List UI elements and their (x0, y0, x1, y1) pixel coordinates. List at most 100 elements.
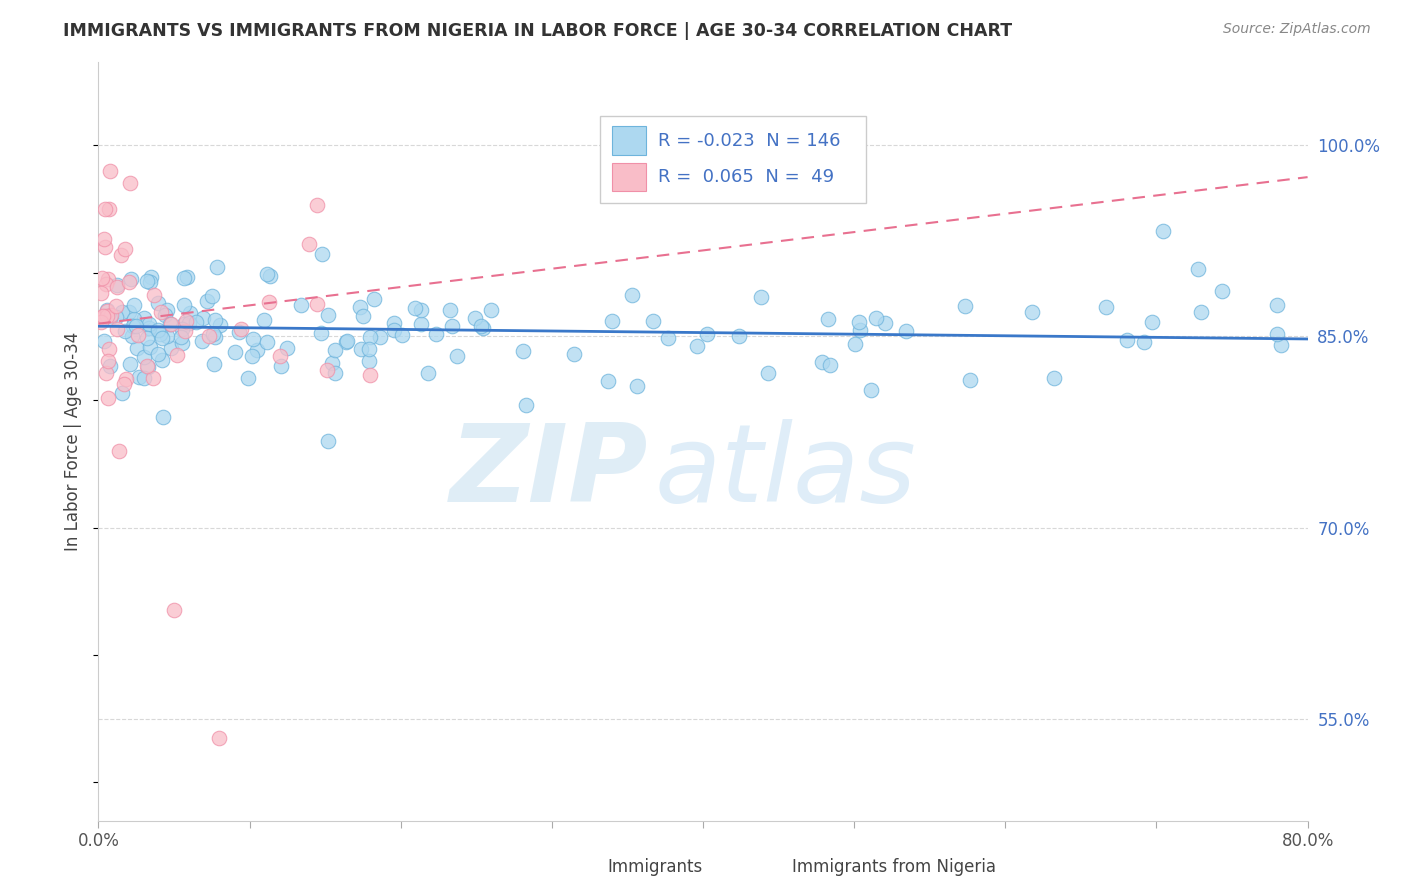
Point (160, 317, 183, 331)
Point (896, 324, 918, 338)
Point (202, 357, 225, 371)
Point (110, 248, 132, 262)
Point (104, 310, 127, 325)
Point (620, 288, 643, 302)
Point (382, 316, 405, 330)
Point (179, 306, 201, 320)
Point (349, 300, 371, 314)
Point (359, 342, 381, 356)
Point (105, 299, 128, 313)
Point (146, 323, 169, 337)
Point (136, 331, 159, 345)
Point (94, 277, 117, 292)
Point (139, 340, 162, 354)
Point (865, 310, 887, 325)
Point (118, 275, 141, 289)
Point (173, 298, 195, 312)
Point (1043, 371, 1066, 385)
Point (953, 300, 976, 314)
Point (873, 317, 896, 331)
Point (224, 345, 246, 359)
Point (134, 350, 156, 364)
Point (118, 304, 141, 318)
Point (240, 349, 263, 363)
Point (959, 373, 981, 387)
Point (382, 323, 405, 337)
Point (112, 377, 135, 392)
Point (159, 317, 181, 331)
Point (111, 386, 134, 401)
Point (122, 312, 145, 326)
Point (150, 331, 173, 345)
Text: R = -0.023  N = 146: R = -0.023 N = 146 (658, 131, 841, 150)
Point (817, 312, 839, 326)
Point (298, 236, 321, 251)
Point (323, 366, 346, 380)
FancyBboxPatch shape (613, 126, 647, 155)
Point (136, 359, 159, 374)
Point (228, 326, 250, 340)
Point (276, 342, 298, 356)
Point (470, 319, 492, 334)
Point (97, 202, 120, 216)
Point (135, 359, 157, 374)
Point (201, 289, 224, 303)
Point (479, 302, 502, 317)
Point (686, 339, 709, 353)
Point (600, 314, 623, 328)
Point (118, 357, 141, 371)
Point (311, 247, 333, 261)
Point (439, 303, 461, 318)
Point (749, 290, 772, 304)
Point (163, 603, 186, 617)
Point (96, 304, 118, 318)
Point (100, 309, 122, 323)
Point (844, 337, 866, 351)
Point (440, 318, 463, 333)
Point (96, 309, 118, 323)
Point (97, 354, 120, 368)
Point (316, 434, 339, 448)
Point (125, 318, 148, 333)
Point (242, 332, 264, 346)
Text: atlas: atlas (655, 419, 917, 524)
Point (359, 330, 381, 344)
Point (425, 326, 447, 341)
Point (756, 366, 779, 380)
Point (177, 316, 200, 330)
Point (138, 275, 160, 289)
Point (174, 314, 197, 328)
Point (173, 271, 195, 285)
Point (229, 322, 252, 336)
Point (1211, 285, 1233, 299)
Point (94, 366, 117, 380)
Point (149, 326, 172, 341)
Point (1189, 304, 1212, 318)
Point (105, 279, 128, 293)
Point (105, 278, 128, 293)
Point (176, 269, 198, 284)
Point (270, 359, 292, 373)
Point (108, 443, 131, 458)
Point (105, 322, 128, 336)
Point (152, 409, 174, 424)
Point (515, 398, 537, 412)
Point (115, 371, 138, 385)
Point (160, 342, 183, 356)
Point (352, 310, 374, 324)
Point (269, 349, 291, 363)
Point (96, 302, 118, 317)
Point (121, 328, 143, 343)
Point (641, 314, 664, 328)
Point (359, 354, 381, 368)
Point (411, 317, 433, 331)
Point (146, 295, 169, 310)
Point (173, 317, 195, 331)
Point (93, 202, 115, 216)
Point (1021, 305, 1043, 319)
Point (256, 334, 278, 349)
Point (156, 302, 179, 317)
Point (90, 285, 112, 300)
Point (91, 309, 114, 323)
Point (336, 334, 359, 349)
